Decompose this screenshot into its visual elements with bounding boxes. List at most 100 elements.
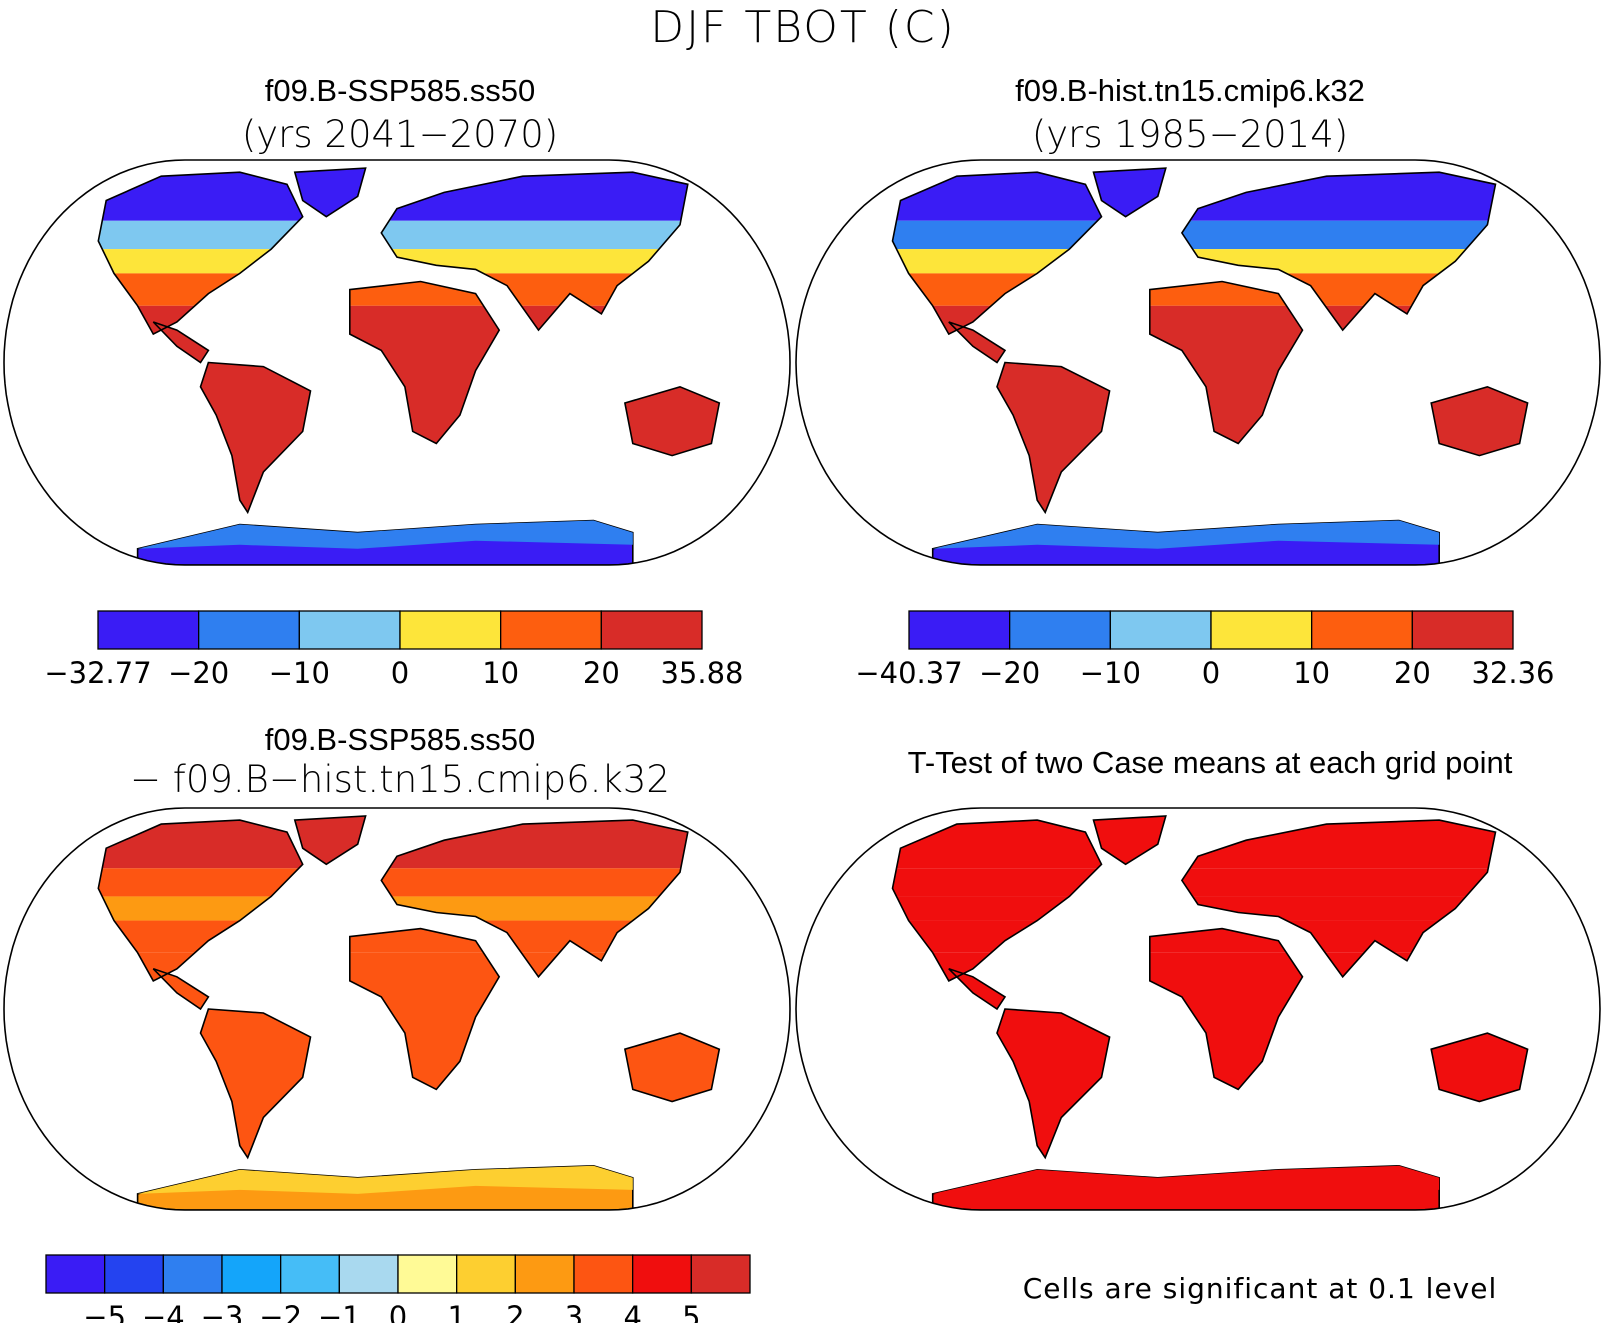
colorbar-swatch bbox=[338, 1254, 399, 1294]
coastline-eurasia bbox=[380, 819, 689, 979]
colorbar-future: −32.77 −20 −10 0 10 20 35.88 bbox=[44, 610, 744, 690]
map-historical bbox=[795, 159, 1601, 566]
colorbar-tick-label: −1 bbox=[318, 1300, 361, 1323]
colorbar-tick-label: 3 bbox=[565, 1300, 583, 1323]
map-future bbox=[3, 159, 791, 566]
colorbar-tick-label: 2 bbox=[506, 1300, 524, 1323]
colorbar-swatch bbox=[1311, 610, 1413, 650]
coastline-africa bbox=[1149, 280, 1304, 445]
coastline-greenland bbox=[293, 815, 367, 866]
land-band-1 bbox=[892, 868, 1528, 897]
colorbar-tick-label: 0 bbox=[389, 1300, 407, 1323]
colorbar-tick-label: −3 bbox=[201, 1300, 244, 1323]
colorbar-swatch bbox=[456, 1254, 516, 1294]
colorbar-swatch bbox=[104, 1254, 164, 1294]
colorbar-swatch bbox=[162, 1254, 223, 1294]
map-border bbox=[795, 807, 1601, 1211]
colorbar-tick-label: 0 bbox=[1202, 656, 1220, 690]
colorbar-swatch bbox=[573, 1254, 634, 1294]
coastline-northAmerica bbox=[891, 819, 1103, 982]
coastline-eurasia bbox=[1180, 171, 1497, 332]
coastline-centralAmerica bbox=[948, 968, 1007, 1011]
colorbar-tick-label: 10 bbox=[1293, 656, 1330, 690]
colorbar-tick-label: −4 bbox=[142, 1300, 185, 1323]
panel-diff-title: f09.B-SSP585.ss50 bbox=[264, 722, 536, 757]
coastline-centralAmerica bbox=[152, 321, 210, 364]
panel-historical-title: f09.B-hist.tn15.cmip6.k32 bbox=[1015, 73, 1365, 108]
colorbar-swatch bbox=[500, 610, 602, 650]
coastline-eurasia bbox=[380, 171, 689, 332]
coastline-africa bbox=[349, 280, 501, 445]
colorbar-swatch bbox=[97, 610, 200, 650]
coastline-southAmerica bbox=[996, 1008, 1111, 1160]
colorbar-difference: −5 −4 −3 −2 −1 0 1 2 3 4 5 bbox=[45, 1254, 751, 1323]
coastline-australia bbox=[1430, 385, 1529, 457]
coastline-africa bbox=[1149, 927, 1304, 1091]
coastline-australia bbox=[623, 1032, 721, 1103]
coastline-greenland bbox=[1092, 815, 1167, 866]
significance-note: Cells are significant at 0.1 level bbox=[1022, 1272, 1498, 1305]
colorbar-tick-label: 10 bbox=[482, 656, 519, 690]
colorbar-tick-label: −32.77 bbox=[44, 656, 151, 690]
panel-ttest-title: T-Test of two Case means at each grid po… bbox=[907, 745, 1513, 780]
coastline-northAmerica bbox=[891, 171, 1103, 336]
colorbar-swatch bbox=[1210, 610, 1313, 650]
map-difference bbox=[3, 807, 791, 1211]
colorbar-swatch bbox=[908, 610, 1011, 650]
coastline-australia bbox=[623, 385, 721, 457]
colorbar-swatch bbox=[690, 1254, 751, 1294]
colorbar-tick-label: 35.88 bbox=[660, 656, 743, 690]
colorbar-swatch bbox=[397, 1254, 458, 1294]
colorbar-tick-label: 20 bbox=[583, 656, 620, 690]
panel-future-subtitle: (yrs 2041−2070) bbox=[241, 113, 559, 156]
map-ttest bbox=[795, 807, 1601, 1211]
colorbar-tick-label: 20 bbox=[1394, 656, 1431, 690]
coastline-southAmerica bbox=[199, 1008, 312, 1160]
land-band-1 bbox=[98, 220, 720, 250]
colorbar-tick-label: −5 bbox=[83, 1300, 126, 1323]
colorbar-swatch bbox=[632, 1254, 692, 1294]
coastline-australia bbox=[1430, 1032, 1529, 1103]
colorbar-swatch bbox=[221, 1254, 282, 1294]
colorbar-tick-label: 4 bbox=[623, 1300, 641, 1323]
figure-title: DJF TBOT (C) bbox=[650, 2, 956, 53]
coastline-africa bbox=[349, 927, 501, 1091]
colorbar-tick-label: 0 bbox=[391, 656, 409, 690]
panel-historical-subtitle: (yrs 1985−2014) bbox=[1031, 113, 1349, 156]
colorbar-swatch bbox=[45, 1254, 106, 1294]
colorbar-tick-label: −20 bbox=[979, 656, 1040, 690]
coastline-eurasia bbox=[1180, 819, 1497, 979]
colorbar-tick-label: −2 bbox=[259, 1300, 302, 1323]
colorbar-swatch bbox=[514, 1254, 575, 1294]
antarctica-coast bbox=[137, 520, 633, 549]
coastline-northAmerica bbox=[97, 171, 304, 336]
colorbar-swatch bbox=[198, 610, 300, 650]
coastline-centralAmerica bbox=[948, 321, 1007, 364]
map-border bbox=[3, 159, 791, 566]
map-border bbox=[795, 159, 1601, 566]
coastline-northAmerica bbox=[97, 819, 304, 982]
colorbar-swatch bbox=[280, 1254, 340, 1294]
antarctica-coast bbox=[932, 1165, 1440, 1194]
colorbar-tick-label: 1 bbox=[447, 1300, 465, 1323]
panel-future-title: f09.B-SSP585.ss50 bbox=[264, 73, 536, 108]
colorbar-swatch bbox=[600, 610, 703, 650]
colorbar-swatch bbox=[1109, 610, 1212, 650]
colorbar-swatch bbox=[298, 610, 401, 650]
colorbar-tick-label: 5 bbox=[682, 1300, 700, 1323]
antarctica-coast bbox=[932, 520, 1440, 549]
coastline-greenland bbox=[293, 167, 367, 218]
antarctica-coast bbox=[137, 1165, 633, 1194]
panel-diff-subtitle: − f09.B−hist.tn15.cmip6.k32 bbox=[130, 758, 670, 801]
map-border bbox=[3, 807, 791, 1211]
colorbar-tick-label: −20 bbox=[168, 656, 229, 690]
colorbar-swatch bbox=[1009, 610, 1111, 650]
land-band-1 bbox=[98, 868, 720, 897]
colorbar-swatch bbox=[399, 610, 502, 650]
coastline-greenland bbox=[1092, 167, 1167, 218]
colorbar-tick-label: −40.37 bbox=[855, 656, 962, 690]
colorbar-tick-label: −10 bbox=[1080, 656, 1141, 690]
coastline-southAmerica bbox=[996, 361, 1111, 515]
colorbar-tick-label: −10 bbox=[269, 656, 330, 690]
